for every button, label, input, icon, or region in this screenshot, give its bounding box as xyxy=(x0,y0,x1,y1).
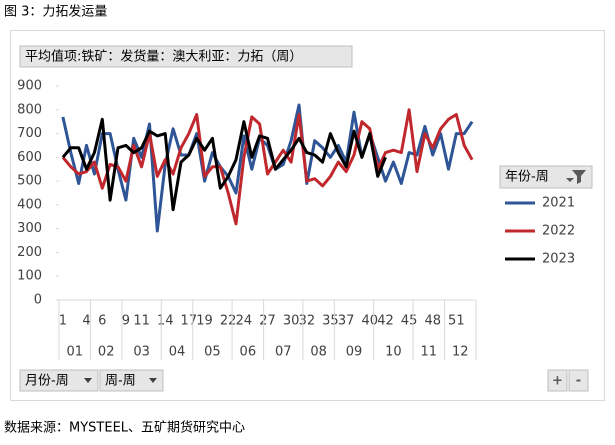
x-tick-label: 45 xyxy=(401,314,418,329)
chart-frame xyxy=(10,30,605,401)
y-tick-label: 800 xyxy=(17,102,42,117)
month-label: 03 xyxy=(133,345,150,360)
x-tick-label: 32 xyxy=(299,314,316,329)
x-tick-label: 14 xyxy=(157,314,174,329)
field-button-label: 月份-周 xyxy=(25,374,69,389)
legend-label: 2021 xyxy=(542,196,575,211)
x-tick-label: 35 xyxy=(322,314,339,329)
zoom-label: - xyxy=(576,374,581,389)
month-label: 11 xyxy=(421,345,438,360)
y-tick-label: 0 xyxy=(34,293,42,308)
month-label: 10 xyxy=(385,345,402,360)
x-tick-label: 24 xyxy=(236,314,253,329)
month-label: 04 xyxy=(169,345,186,360)
source: 数据来源：MYSTEEL、五矿期货研究中心 xyxy=(4,420,245,436)
y-tick-label: 300 xyxy=(17,221,42,236)
month-label: 01 xyxy=(66,345,83,360)
filter-icon xyxy=(566,170,586,184)
x-tick-label: 17 xyxy=(181,314,198,329)
x-tick-label: 51 xyxy=(448,314,465,329)
month-label: 07 xyxy=(275,345,292,360)
caption: 图 3：力拓发运量 xyxy=(4,4,107,20)
zoom-button[interactable] xyxy=(568,369,589,392)
x-tick-label: 22 xyxy=(220,314,237,329)
x-tick-label: 37 xyxy=(338,314,355,329)
x-tick-label: 11 xyxy=(133,314,150,329)
y-tick-label: 600 xyxy=(17,150,42,165)
field-button[interactable] xyxy=(19,369,99,392)
month-label: 02 xyxy=(98,345,115,360)
zoom-button[interactable] xyxy=(547,369,568,392)
y-tick-label: 400 xyxy=(17,197,42,212)
legend-label: 2022 xyxy=(542,224,575,239)
x-tick-label: 19 xyxy=(196,314,213,329)
x-tick-label: 30 xyxy=(283,314,300,329)
legend-label: 2023 xyxy=(542,252,575,267)
x-tick-label: 6 xyxy=(98,314,106,329)
x-tick-label: 1 xyxy=(59,314,67,329)
x-tick-label: 27 xyxy=(259,314,276,329)
y-tick-label: 100 xyxy=(17,269,42,284)
x-tick-label: 48 xyxy=(424,314,441,329)
dropdown-arrow xyxy=(84,378,92,383)
month-label: 06 xyxy=(240,345,257,360)
field-button[interactable] xyxy=(99,369,164,392)
x-tick-label: 4 xyxy=(82,314,90,329)
month-label: 12 xyxy=(452,345,469,360)
field-button-label: 周-周 xyxy=(105,374,136,389)
month-label: 09 xyxy=(346,345,363,360)
x-tick-label: 9 xyxy=(122,314,130,329)
x-tick-label: 40 xyxy=(362,314,379,329)
month-label: 05 xyxy=(204,345,221,360)
y-tick-label: 500 xyxy=(17,174,42,189)
legend-button[interactable] xyxy=(499,165,593,189)
series-line xyxy=(61,108,474,226)
y-tick-label: 700 xyxy=(17,126,42,141)
zoom-label: + xyxy=(552,374,563,389)
field-button-label: 平均值项:铁矿：发货量：澳大利亚：力拓（周） xyxy=(25,49,302,65)
series-line xyxy=(61,117,387,212)
month-label: 08 xyxy=(310,345,327,360)
legend-title: 年份-周 xyxy=(505,170,549,185)
field-button[interactable] xyxy=(19,45,353,68)
y-tick-label: 200 xyxy=(17,245,42,260)
y-tick-label: 900 xyxy=(17,79,42,94)
x-tick-label: 42 xyxy=(377,314,394,329)
dropdown-arrow xyxy=(149,378,157,383)
